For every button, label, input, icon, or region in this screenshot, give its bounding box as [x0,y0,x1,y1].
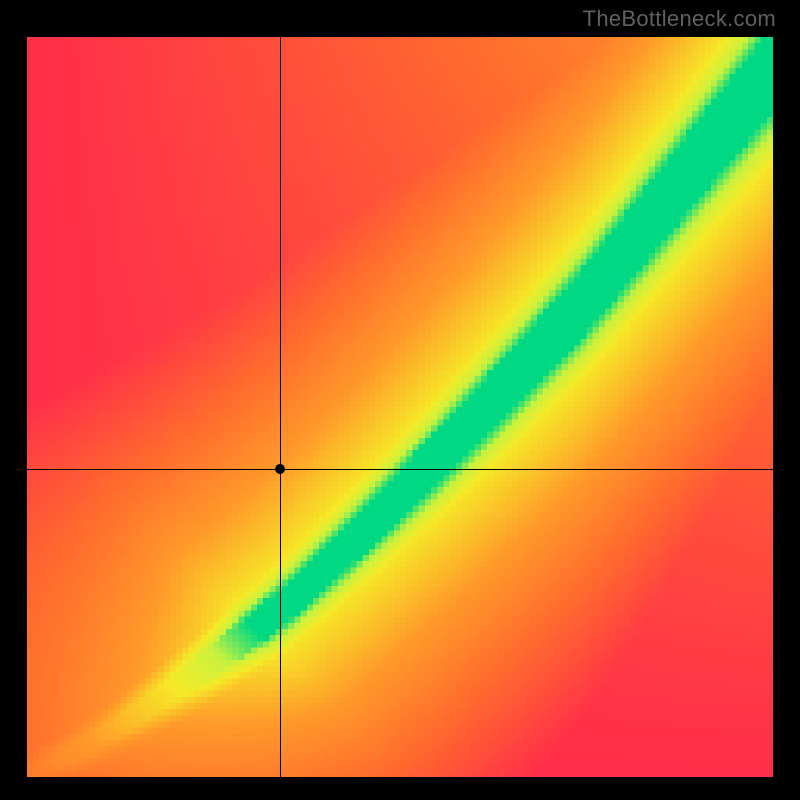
watermark-text: TheBottleneck.com [583,6,776,32]
crosshair-horizontal [27,469,773,470]
bottleneck-heatmap [27,37,773,777]
plot-frame [26,36,774,778]
selection-marker [275,464,285,474]
chart-container: TheBottleneck.com [0,0,800,800]
crosshair-vertical [280,37,281,777]
